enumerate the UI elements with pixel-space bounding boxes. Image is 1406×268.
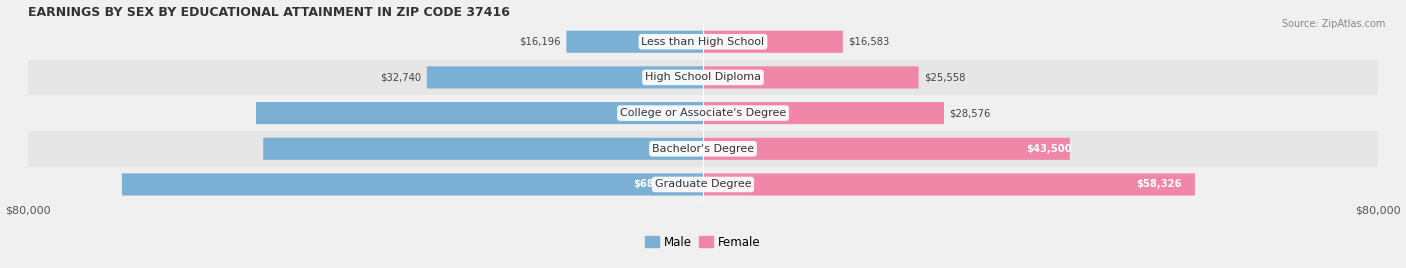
Text: EARNINGS BY SEX BY EDUCATIONAL ATTAINMENT IN ZIP CODE 37416: EARNINGS BY SEX BY EDUCATIONAL ATTAINMEN…	[28, 6, 510, 18]
FancyBboxPatch shape	[703, 173, 1195, 196]
Text: $16,196: $16,196	[520, 37, 561, 47]
FancyBboxPatch shape	[256, 102, 703, 124]
FancyBboxPatch shape	[567, 31, 703, 53]
Text: $53,006: $53,006	[650, 108, 695, 118]
Bar	[28, 131, 1378, 167]
FancyBboxPatch shape	[703, 31, 842, 53]
Text: $16,583: $16,583	[848, 37, 890, 47]
Text: $43,500: $43,500	[1026, 144, 1071, 154]
Text: $68,906: $68,906	[633, 180, 679, 189]
Text: Less than High School: Less than High School	[641, 37, 765, 47]
Text: Bachelor's Degree: Bachelor's Degree	[652, 144, 754, 154]
FancyBboxPatch shape	[427, 66, 703, 88]
FancyBboxPatch shape	[703, 138, 1070, 160]
FancyBboxPatch shape	[703, 102, 943, 124]
FancyBboxPatch shape	[122, 173, 703, 196]
FancyBboxPatch shape	[263, 138, 703, 160]
Bar	[28, 59, 1378, 95]
Text: $25,558: $25,558	[924, 72, 966, 83]
Bar	[28, 167, 1378, 202]
Text: $28,576: $28,576	[949, 108, 991, 118]
Text: $52,146: $52,146	[650, 144, 696, 154]
Text: $58,326: $58,326	[1136, 180, 1181, 189]
FancyBboxPatch shape	[703, 66, 918, 88]
Text: Graduate Degree: Graduate Degree	[655, 180, 751, 189]
Bar	[28, 95, 1378, 131]
Text: $32,740: $32,740	[381, 72, 422, 83]
Bar	[28, 24, 1378, 59]
Legend: Male, Female: Male, Female	[641, 231, 765, 254]
Text: Source: ZipAtlas.com: Source: ZipAtlas.com	[1281, 19, 1385, 29]
Text: College or Associate's Degree: College or Associate's Degree	[620, 108, 786, 118]
Text: High School Diploma: High School Diploma	[645, 72, 761, 83]
